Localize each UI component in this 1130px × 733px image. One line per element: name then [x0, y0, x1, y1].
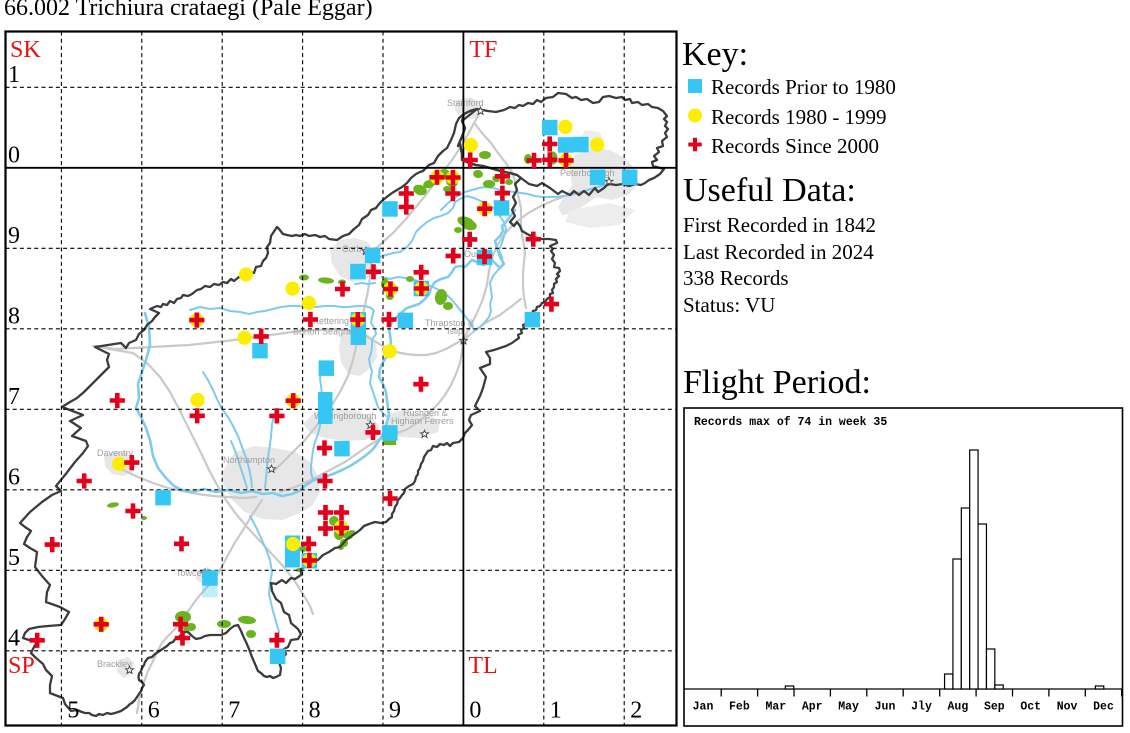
svg-text:1: 1: [550, 698, 562, 724]
svg-text:2: 2: [630, 698, 642, 724]
svg-text:Oct: Oct: [1020, 701, 1041, 714]
svg-text:Towcester: Towcester: [176, 568, 217, 578]
svg-text:8: 8: [309, 698, 321, 724]
svg-text:Sep: Sep: [984, 701, 1005, 714]
svg-text:9: 9: [389, 698, 401, 724]
svg-text:Dec: Dec: [1093, 701, 1114, 714]
svg-text:9: 9: [8, 223, 20, 249]
svg-text:Corby: Corby: [342, 244, 367, 254]
svg-text:Stamford: Stamford: [447, 98, 484, 108]
svg-text:6: 6: [8, 464, 20, 490]
svg-text:TF: TF: [469, 37, 497, 63]
svg-text:Daventry: Daventry: [97, 448, 134, 458]
svg-text:SP: SP: [8, 653, 35, 679]
svg-text:7: 7: [228, 698, 240, 724]
svg-text:Thrapston &: Thrapston &: [425, 318, 474, 328]
svg-text:Higham Ferrers: Higham Ferrers: [391, 416, 454, 426]
svg-text:1: 1: [8, 62, 20, 88]
svg-text:Nov: Nov: [1057, 701, 1078, 714]
svg-text:Jly: Jly: [911, 701, 932, 714]
svg-text:6: 6: [148, 698, 160, 724]
svg-text:5: 5: [8, 545, 20, 571]
svg-text:Wellingborough: Wellingborough: [314, 411, 376, 421]
svg-text:Jun: Jun: [875, 701, 896, 714]
svg-text:Jan: Jan: [693, 701, 714, 714]
svg-text:Peterborough: Peterborough: [560, 168, 615, 178]
svg-text:Brackley: Brackley: [97, 659, 132, 669]
svg-text:0: 0: [469, 698, 481, 724]
svg-text:Mar: Mar: [765, 701, 786, 714]
svg-text:SK: SK: [10, 37, 41, 63]
svg-text:0: 0: [8, 142, 20, 168]
svg-text:5: 5: [67, 698, 79, 724]
svg-text:TL: TL: [468, 653, 497, 679]
svg-text:Records max of 74 in week 35: Records max of 74 in week 35: [694, 416, 887, 429]
svg-text:Kettering &: Kettering &: [313, 316, 358, 326]
svg-text:Feb: Feb: [729, 701, 750, 714]
svg-text:Aug: Aug: [948, 701, 969, 714]
svg-text:Burton Seagrave: Burton Seagrave: [293, 327, 361, 337]
svg-text:4: 4: [8, 625, 20, 651]
svg-text:Rushden &: Rushden &: [403, 408, 448, 418]
svg-text:8: 8: [8, 303, 20, 329]
svg-text:May: May: [838, 701, 859, 714]
svg-text:Northampton: Northampton: [223, 455, 275, 465]
svg-text:Apr: Apr: [802, 701, 823, 714]
svg-text:Islip: Islip: [447, 326, 463, 336]
svg-text:7: 7: [8, 384, 20, 410]
